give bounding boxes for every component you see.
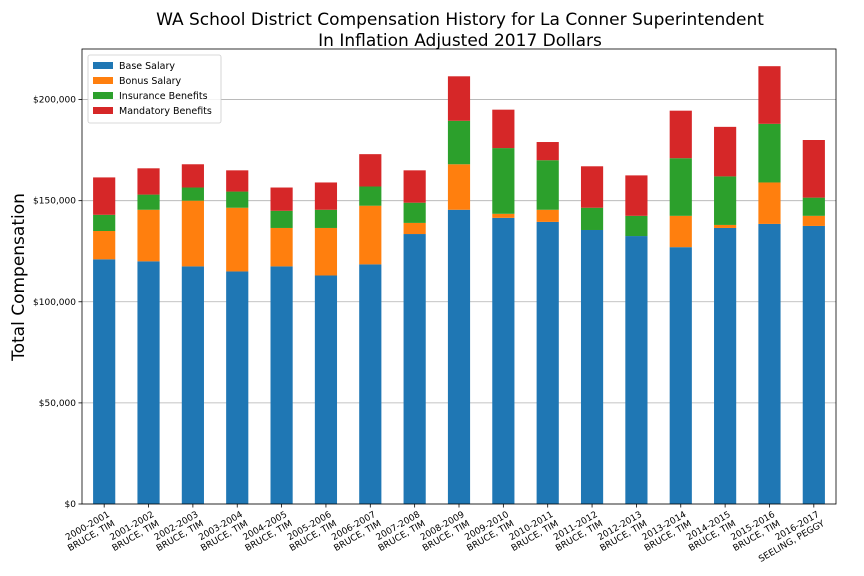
legend-label: Mandatory Benefits bbox=[119, 106, 212, 117]
bar-base-salary bbox=[492, 217, 515, 504]
y-tick-label: $100,000 bbox=[33, 298, 76, 308]
legend-swatch bbox=[93, 92, 113, 99]
bar-insurance-benefits bbox=[181, 187, 204, 201]
bar-mandatory-benefits bbox=[580, 166, 604, 208]
bar-base-salary bbox=[181, 266, 204, 504]
bar-base-salary bbox=[669, 247, 692, 504]
bar-bonus-salary bbox=[403, 222, 426, 235]
y-tick-label: $150,000 bbox=[33, 197, 76, 207]
bar-mandatory-benefits bbox=[403, 170, 426, 203]
bar-mandatory-benefits bbox=[181, 164, 204, 188]
y-tick-label: $0 bbox=[65, 500, 77, 510]
chart-subtitle: In Inflation Adjusted 2017 Dollars bbox=[318, 31, 602, 51]
y-axis-ticks: $0 $50,000 $100,000 $150,000 $200,000 bbox=[33, 96, 82, 510]
bar-bonus-salary bbox=[669, 215, 692, 248]
legend: Base Salary Bonus Salary Insurance Benefit… bbox=[87, 54, 222, 124]
bar-insurance-benefits bbox=[137, 194, 160, 210]
bar-mandatory-benefits bbox=[669, 110, 692, 159]
bar-insurance-benefits bbox=[625, 215, 648, 237]
y-tick-label: $50,000 bbox=[39, 399, 76, 409]
bar-mandatory-benefits bbox=[536, 142, 559, 161]
bar-insurance-benefits bbox=[580, 207, 604, 230]
bar-base-salary bbox=[314, 275, 338, 504]
bar-insurance-benefits bbox=[447, 120, 471, 165]
bar-mandatory-benefits bbox=[447, 76, 471, 121]
bar-insurance-benefits bbox=[714, 176, 737, 225]
bar-insurance-benefits bbox=[314, 209, 338, 228]
bar-insurance-benefits bbox=[669, 158, 692, 216]
bar-mandatory-benefits bbox=[802, 140, 825, 198]
bar-bonus-salary bbox=[447, 164, 471, 210]
bar-base-salary bbox=[270, 266, 293, 504]
bar-insurance-benefits bbox=[270, 210, 293, 228]
bar-base-salary bbox=[536, 221, 559, 504]
legend-label: Bonus Salary bbox=[119, 76, 182, 87]
bar-mandatory-benefits bbox=[625, 175, 648, 216]
legend-box bbox=[87, 54, 222, 124]
bar-bonus-salary bbox=[359, 205, 382, 265]
plot-area-frame bbox=[81, 48, 837, 505]
bar-insurance-benefits bbox=[93, 214, 116, 231]
bar-insurance-benefits bbox=[492, 148, 515, 214]
legend-label: Insurance Benefits bbox=[119, 91, 208, 102]
bar-bonus-salary bbox=[758, 182, 781, 224]
bar-insurance-benefits bbox=[802, 197, 825, 216]
bar-bonus-salary bbox=[714, 224, 737, 228]
bar-mandatory-benefits bbox=[714, 126, 737, 177]
bar-insurance-benefits bbox=[758, 123, 781, 183]
bar-base-salary bbox=[226, 271, 249, 504]
bar-base-salary bbox=[714, 227, 737, 504]
bar-mandatory-benefits bbox=[314, 182, 338, 210]
bar-base-salary bbox=[802, 225, 825, 504]
bar-bonus-salary bbox=[137, 209, 160, 262]
bar-mandatory-benefits bbox=[270, 187, 293, 211]
y-axis-label: Total Compensation bbox=[9, 193, 29, 362]
bar-mandatory-benefits bbox=[492, 109, 515, 149]
bar-bonus-salary bbox=[492, 213, 515, 218]
bar-base-salary bbox=[93, 259, 116, 504]
bar-base-salary bbox=[580, 229, 604, 504]
bar-mandatory-benefits bbox=[226, 170, 249, 192]
bar-mandatory-benefits bbox=[758, 66, 781, 124]
bar-bonus-salary bbox=[181, 200, 204, 267]
bar-mandatory-benefits bbox=[93, 177, 116, 215]
bar-mandatory-benefits bbox=[137, 168, 160, 195]
legend-swatch bbox=[93, 77, 113, 84]
bar-mandatory-benefits bbox=[359, 154, 382, 187]
legend-swatch bbox=[93, 62, 113, 69]
bar-bonus-salary bbox=[226, 207, 249, 272]
bar-base-salary bbox=[625, 236, 648, 505]
bar-bonus-salary bbox=[314, 227, 338, 276]
bar-base-salary bbox=[758, 223, 781, 504]
bar-bonus-salary bbox=[93, 231, 116, 260]
bars bbox=[93, 66, 825, 505]
bar-base-salary bbox=[137, 261, 160, 504]
bar-bonus-salary bbox=[270, 227, 293, 267]
bar-insurance-benefits bbox=[536, 160, 559, 210]
bar-base-salary bbox=[359, 264, 382, 504]
bar-base-salary bbox=[447, 209, 471, 504]
bar-base-salary bbox=[403, 234, 426, 505]
bar-bonus-salary bbox=[536, 209, 559, 222]
bar-insurance-benefits bbox=[359, 186, 382, 206]
legend-label: Base Salary bbox=[119, 61, 175, 72]
bar-insurance-benefits bbox=[226, 191, 249, 208]
bar-bonus-salary bbox=[802, 215, 825, 226]
y-tick-label: $200,000 bbox=[33, 96, 76, 106]
legend-swatch bbox=[93, 107, 113, 114]
bar-insurance-benefits bbox=[403, 202, 426, 223]
chart-title: WA School District Compensation History … bbox=[156, 10, 764, 30]
